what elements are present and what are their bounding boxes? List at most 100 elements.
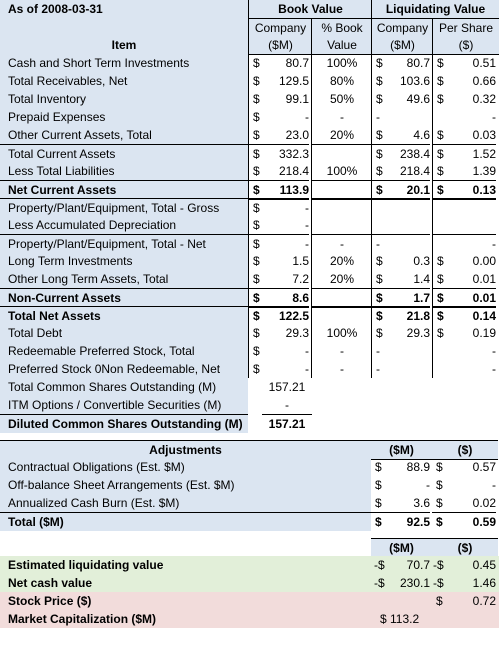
book-currency: $ (248, 180, 269, 200)
table-row: Other Long Term Assets, Total $7.2 20% $1.4… (0, 270, 499, 288)
per-share-currency: $ (432, 90, 451, 108)
table-row: Long Term Investments $1.5 20% $0.3 $0.00 (0, 252, 499, 270)
book-value: - (268, 234, 309, 253)
row-label: Less Accumulated Depreciation (0, 216, 248, 234)
liquidating-value-header: Liquidating Value (371, 0, 499, 18)
adjustment-ps-value: 0.59 (450, 512, 496, 531)
adjustment-ps-currency: $ (436, 478, 443, 492)
per-share-value: - (492, 344, 496, 358)
book-value: 23.0 (285, 128, 309, 142)
per-share-currency: $ (432, 252, 451, 270)
book-currency: $ (248, 234, 269, 253)
per-share-currency: $ (432, 324, 451, 342)
balance-rows: Cash and Short Term Investments $80.7 100%… (0, 54, 499, 378)
per-share-currency (432, 198, 451, 217)
company-liq-header: Company (371, 18, 433, 37)
book-currency: $ (248, 216, 269, 234)
per-share-value (450, 216, 496, 234)
book-value: - (305, 362, 309, 376)
liq-value (389, 360, 430, 378)
book-currency: $ (248, 252, 269, 270)
per-share-value: 0.66 (472, 74, 496, 88)
table-row: Cash and Short Term Investments $80.7 100%… (0, 54, 499, 72)
table-row: Property/Plant/Equipment, Total - Gross $… (0, 198, 499, 217)
per-share-currency: $ (432, 144, 451, 163)
pct-book-value: 20% (311, 126, 372, 144)
book-value: 99.1 (285, 92, 309, 106)
per-share-currency (432, 234, 451, 253)
pct-book-value (311, 144, 372, 163)
adjustment-value: 88.9 (406, 460, 430, 474)
liq-currency: $ (371, 54, 390, 72)
adjustment-row: Off-balance Sheet Arrangements (Est. $M)… (0, 476, 499, 494)
per-share-value: 0.13 (450, 180, 496, 200)
table-row: Total Debt $29.3 100% $29.3 $0.19 (0, 324, 499, 342)
liq-value: 103.6 (399, 74, 430, 88)
per-share-currency: $ (432, 288, 451, 308)
adjustment-ps-value: - (492, 478, 496, 492)
liq-value (389, 198, 430, 217)
book-currency: $ (248, 90, 269, 108)
book-currency: $ (248, 306, 269, 325)
shares-row: Total Common Shares Outstanding (M) 157.… (0, 378, 499, 396)
book-currency: $ (248, 54, 269, 72)
pct-book-value: - (311, 360, 372, 378)
table-row: Less Total Liabilities $218.4 100% $218.4 $1… (0, 162, 499, 180)
liq-currency: $ (371, 252, 390, 270)
per-share-value: 1.52 (450, 144, 496, 163)
liq-currency: $ (371, 126, 390, 144)
book-value: 332.3 (268, 144, 309, 163)
per-share-value: 1.39 (472, 164, 496, 178)
liq-currency: $ (371, 270, 390, 288)
pct-book-value: 100% (311, 324, 372, 342)
per-share-value: - (492, 362, 496, 376)
per-share-currency: $ (432, 126, 451, 144)
book-value: - (305, 344, 309, 358)
row-label: Net Current Assets (0, 180, 248, 200)
pct-book-value (311, 306, 372, 325)
pct-book-value: - (311, 342, 372, 360)
liq-currency: - (371, 108, 390, 126)
per-share-value: 0.19 (472, 326, 496, 340)
adjustment-label: Annualized Cash Burn (Est. $M) (0, 494, 371, 512)
table-row: Non-Current Assets $8.6 $1.7 $0.01 (0, 288, 499, 308)
adjustment-ps-currency: $ (432, 512, 450, 531)
stock-price-row: Stock Price ($) $ 0.72 (0, 592, 499, 610)
row-label: Redeemable Preferred Stock, Total (0, 342, 248, 360)
pct-book-value (311, 180, 372, 200)
book-value: 122.5 (268, 306, 309, 325)
row-label: Property/Plant/Equipment, Total - Net (0, 234, 248, 253)
per-share-value: 0.01 (472, 272, 496, 286)
liq-currency: $ (371, 324, 390, 342)
per-share-currency (432, 360, 451, 378)
per-share-currency: $ (432, 306, 451, 325)
table-row: Other Current Assets, Total $23.0 20% $4.6 $… (0, 126, 499, 144)
liq-currency: $ (371, 90, 390, 108)
adjustment-row: Annualized Cash Burn (Est. $M) $3.6 $0.02 (0, 494, 499, 512)
per-share-value: - (450, 234, 496, 253)
pct-book-value (311, 216, 372, 234)
adjustment-ps-currency: $ (436, 460, 443, 474)
liq-value: 20.1 (389, 180, 430, 200)
liq-currency: $ (371, 306, 390, 325)
per-share-value: - (492, 110, 496, 124)
table-row: Total Net Assets $122.5 $21.8 $0.14 (0, 306, 499, 325)
row-label: Non-Current Assets (0, 288, 248, 308)
liq-value: 1.4 (413, 272, 430, 286)
table-row: Net Current Assets $113.9 $20.1 $0.13 (0, 180, 499, 200)
adjustment-label: Off-balance Sheet Arrangements (Est. $M) (0, 476, 371, 494)
table-row: Property/Plant/Equipment, Total - Net $ - -… (0, 234, 499, 253)
book-value: 1.5 (292, 254, 309, 268)
book-value: - (305, 218, 309, 232)
table-row: Redeemable Preferred Stock, Total $ - - - - (0, 342, 499, 360)
company-header: Company (248, 18, 312, 37)
table-row: Total Inventory $99.1 50% $49.6 $0.32 (0, 90, 499, 108)
pct-book-value: 20% (311, 252, 372, 270)
per-share-value: 0.32 (472, 92, 496, 106)
liq-value (389, 342, 430, 360)
book-value: 218.4 (278, 164, 309, 178)
liq-value: 4.6 (413, 128, 430, 142)
book-currency: $ (248, 288, 269, 308)
pct-book-value: 80% (311, 72, 372, 90)
book-value: 7.2 (292, 272, 309, 286)
